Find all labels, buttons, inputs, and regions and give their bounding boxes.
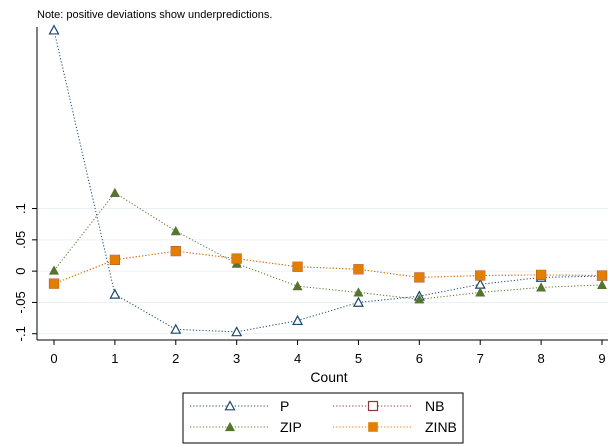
legend-box	[182, 392, 464, 444]
x-tick-label: 0	[50, 351, 57, 366]
data-point-zinb	[110, 255, 120, 265]
y-tick-label: -.1	[13, 326, 28, 341]
data-point-zinb	[536, 270, 546, 280]
data-point-zip	[475, 287, 486, 297]
chart-note: Note: positive deviations show underpred…	[37, 9, 272, 21]
x-tick-label: 1	[111, 351, 118, 366]
legend-label-nb: NB	[425, 398, 444, 414]
data-point-zinb	[292, 261, 303, 272]
legend: P NB ZIP ZINB	[182, 392, 464, 444]
x-tick-label: 2	[172, 351, 179, 366]
legend-label-p: P	[280, 398, 289, 414]
x-tick-label: 7	[477, 351, 484, 366]
data-point-zinb	[231, 253, 242, 264]
y-tick-label: .05	[13, 231, 28, 249]
series-line-zip	[53, 192, 603, 300]
series-line-zinb	[53, 250, 603, 285]
data-point-zinb	[353, 264, 364, 275]
y-tick-label: .1	[13, 203, 28, 214]
series-markers	[48, 24, 608, 337]
data-point-p	[48, 24, 60, 35]
x-tick-label: 4	[294, 351, 301, 366]
x-tick-label: 9	[598, 351, 605, 366]
x-axis-title: Count	[310, 369, 347, 385]
data-point-p	[474, 278, 486, 289]
data-point-zinb	[475, 270, 486, 281]
data-point-p	[109, 288, 121, 299]
data-point-zip	[48, 265, 60, 275]
data-point-p	[352, 296, 364, 307]
data-point-zinb	[597, 270, 607, 281]
y-tick-label: -.05	[13, 291, 28, 313]
grid	[38, 208, 608, 335]
data-point-zip	[596, 279, 608, 290]
legend-marker-nb	[367, 400, 379, 412]
legend-marker-zip	[224, 421, 236, 432]
data-point-zinb	[170, 246, 181, 256]
y-ticks: -.1 -.05 0 .05 .1	[13, 203, 37, 341]
legend-label-zinb: ZINB	[425, 419, 457, 435]
data-point-zip	[170, 225, 181, 236]
legend-marker-p	[224, 400, 236, 411]
data-point-zip	[109, 187, 120, 198]
data-point-zinb	[49, 278, 59, 289]
data-point-zip	[536, 282, 547, 292]
data-point-zinb	[414, 272, 425, 283]
y-tick-label: 0	[13, 268, 28, 275]
data-point-p	[170, 323, 182, 334]
series-line-nb	[53, 250, 603, 285]
series-lines	[53, 30, 603, 333]
data-point-p	[231, 326, 243, 337]
data-point-p	[292, 314, 304, 326]
x-ticks: 0 1 2 3 4 5 6 7 8 9	[50, 340, 606, 366]
x-tick-label: 3	[233, 351, 240, 366]
series-line-p	[53, 30, 603, 333]
x-tick-label: 8	[537, 351, 544, 366]
x-tick-label: 5	[355, 351, 362, 366]
legend-marker-zinb	[368, 422, 378, 432]
data-point-zip	[353, 287, 364, 297]
legend-label-zip: ZIP	[280, 419, 302, 435]
x-tick-label: 6	[416, 351, 423, 366]
data-point-zip	[414, 294, 425, 304]
data-point-zip	[292, 281, 303, 291]
